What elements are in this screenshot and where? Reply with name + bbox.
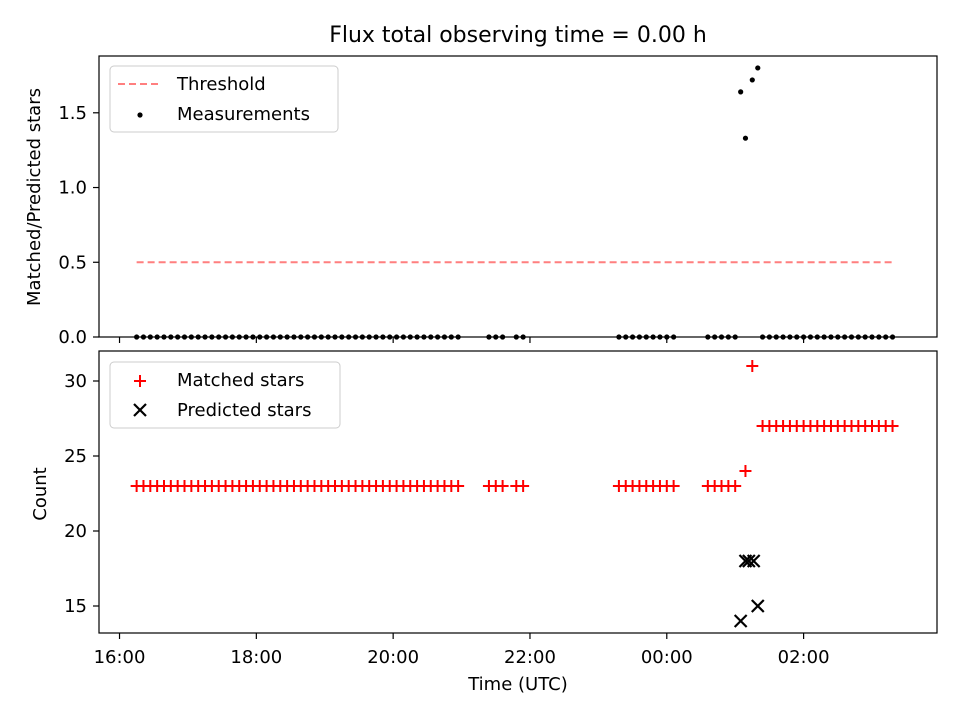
x-tick-label: 20:00 (367, 647, 419, 668)
matched-star-point (517, 480, 530, 492)
legend-threshold-label: Threshold (176, 74, 266, 95)
predicted-star-point (750, 599, 765, 613)
measurement-point (755, 65, 761, 71)
matched-star-point (452, 480, 465, 492)
top-y-tick-label: 0.5 (58, 252, 87, 273)
predicted-star-point (746, 554, 761, 568)
chart-title: Flux total observing time = 0.00 h (329, 23, 707, 48)
bottom-y-axis-label: Count (30, 467, 51, 520)
bottom-y-tick-label: 15 (64, 596, 87, 617)
top-legend-frame (109, 65, 339, 133)
x-tick-label: 00:00 (641, 647, 693, 668)
x-axis-label: Time (UTC) (467, 674, 568, 695)
matched-star-point (729, 480, 742, 492)
legend-matched-swatch (134, 375, 146, 387)
top-axes-frame (98, 55, 938, 338)
measurement-point (742, 135, 749, 141)
x-tick-label: 22:00 (504, 647, 556, 668)
legend-measurements-label: Measurements (177, 104, 310, 125)
measurement-point (749, 77, 755, 83)
top-axes: 0.0 0.5 1.0 1.5 Matched/Predicted stars Thr… (24, 55, 938, 348)
top-y-axis-label: Matched/Predicted stars (24, 88, 45, 306)
legend-predicted-swatch (133, 403, 147, 417)
measurement-point (738, 89, 744, 95)
top-y-tick-label: 0.0 (58, 327, 87, 348)
matched-star-point (886, 420, 899, 432)
bottom-legend-frame (109, 361, 341, 429)
bottom-marks (130, 360, 899, 628)
legend-predicted-label: Predicted stars (177, 400, 311, 421)
legend-matched-label: Matched stars (177, 370, 304, 391)
matched-star-point (739, 465, 752, 477)
top-y-tick-label: 1.0 (58, 178, 87, 199)
top-legend: Threshold Measurements (109, 65, 339, 133)
matched-star-point (746, 360, 759, 372)
bottom-y-tick-label: 30 (64, 371, 87, 392)
matched-star-point (496, 480, 509, 492)
x-tick-label: 18:00 (230, 647, 282, 668)
predicted-star-point (742, 554, 756, 568)
top-y-tick-label: 1.5 (58, 103, 87, 124)
x-tick-label: 02:00 (778, 647, 830, 668)
bottom-axes: 15 20 25 30 16:00 18:00 20:00 22:00 00:00 02:00 C… (30, 350, 938, 695)
bottom-legend: Matched stars Predicted stars (109, 361, 341, 429)
bottom-y-tick-label: 25 (64, 446, 87, 467)
legend-measurements-swatch (137, 112, 143, 118)
matched-star-point (667, 480, 680, 492)
bottom-ticks: 15 20 25 30 16:00 18:00 20:00 22:00 00:00 02:00 (64, 371, 829, 668)
top-ticks: 0.0 0.5 1.0 1.5 (58, 103, 805, 348)
x-tick-label: 16:00 (94, 647, 146, 668)
predicted-star-point (733, 614, 748, 628)
bottom-axes-frame (98, 350, 938, 634)
bottom-y-tick-label: 20 (64, 521, 87, 542)
